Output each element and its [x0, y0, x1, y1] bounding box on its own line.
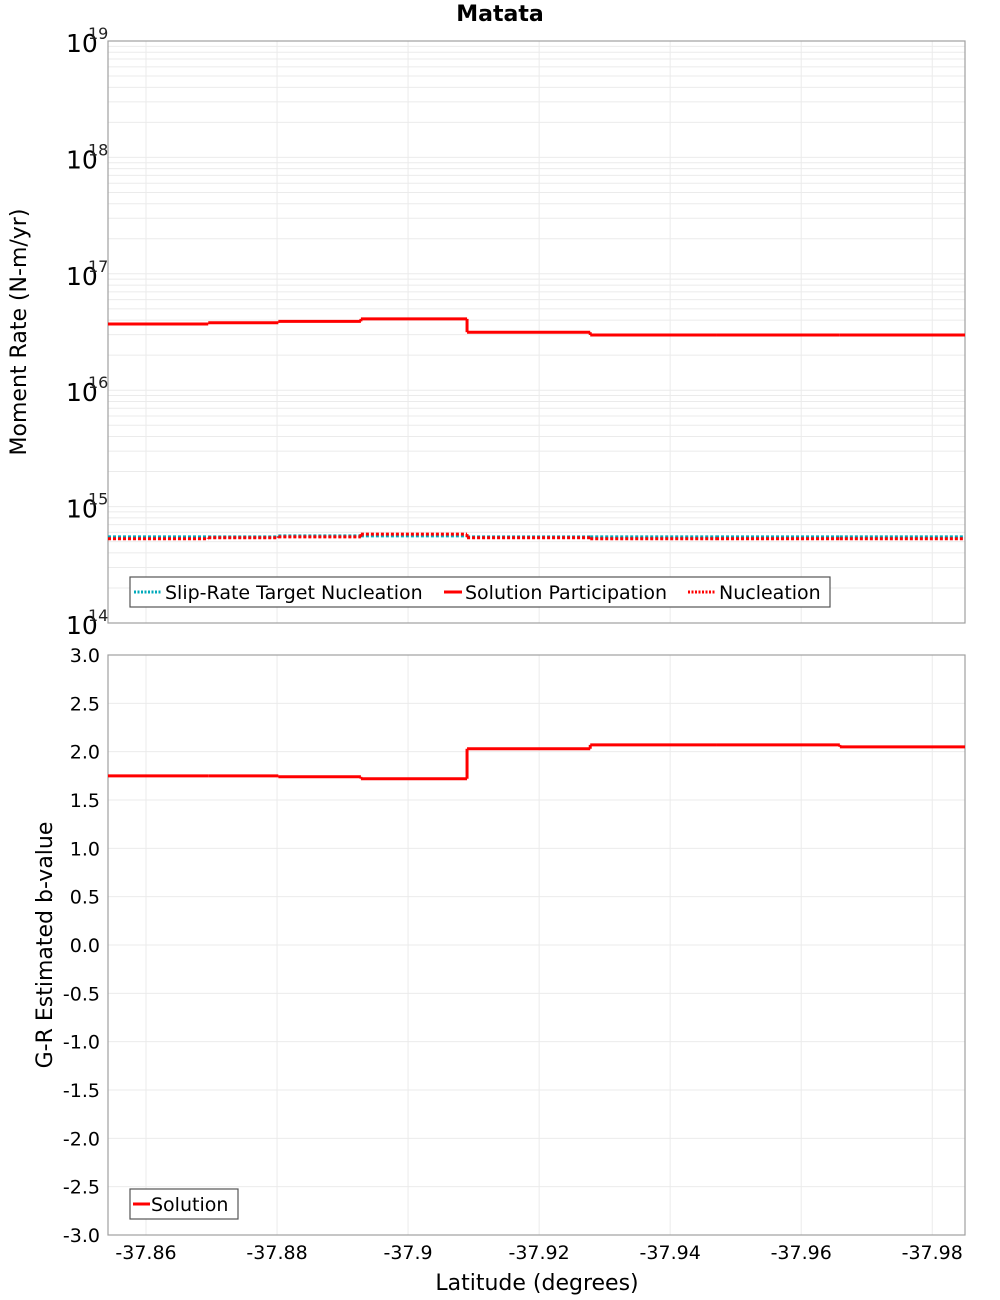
- legend-label: Nucleation: [719, 582, 821, 604]
- b-value-plot: 3.0 2.5 2.0 1.5 1.0 0.5 0.0 -0.5 -1.0 -1.5 -2.0 -2.…: [63, 645, 966, 1264]
- y-axis-label-moment-rate: Moment Rate (N-m/yr): [7, 209, 32, 456]
- y-tick-label: -2.5: [63, 1177, 100, 1199]
- x-tick-label: -37.88: [246, 1242, 307, 1264]
- legend-label: Slip-Rate Target Nucleation: [165, 582, 423, 604]
- y-tick-exponent: 18: [88, 140, 108, 159]
- y-tick-label: -2.0: [63, 1128, 100, 1150]
- y-tick-label: -3.0: [63, 1225, 100, 1247]
- plot-frame: [107, 654, 966, 1236]
- legend: Slip-Rate Target Nucleation Solution Part…: [129, 576, 831, 608]
- x-tick-label: -37.98: [902, 1242, 963, 1264]
- y-tick-exponent: 16: [88, 373, 108, 392]
- y-tick-label: 10: [66, 378, 98, 407]
- y-tick-label: 3.0: [70, 645, 100, 667]
- y-tick-exponent: 15: [88, 490, 108, 509]
- y-tick-exponent: 17: [88, 257, 108, 276]
- y-tick-label: 10: [66, 262, 98, 291]
- y-tick-label: -0.5: [63, 983, 100, 1005]
- legend: Solution: [129, 1188, 239, 1220]
- y-tick-label: 10: [66, 495, 98, 524]
- x-tick-label: -37.9: [383, 1242, 432, 1264]
- y-tick-label: 10: [66, 145, 98, 174]
- legend-label: Solution Participation: [465, 582, 667, 604]
- x-tick-label: -37.92: [508, 1242, 569, 1264]
- x-tick-label: -37.96: [771, 1242, 832, 1264]
- y-tick-label: 10: [66, 611, 98, 640]
- y-tick-label: -1.5: [63, 1080, 100, 1102]
- y-tick-exponent: 14: [88, 606, 108, 625]
- y-tick-label: 10: [66, 29, 98, 58]
- plot-frame: [107, 40, 966, 624]
- y-axis-label-b-value: G-R Estimated b-value: [33, 822, 58, 1069]
- x-axis-label: Latitude (degrees): [435, 1271, 638, 1296]
- chart-title: Matata: [456, 2, 544, 27]
- y-tick-label: 1.0: [70, 838, 100, 860]
- y-tick-label: 2.0: [70, 742, 100, 764]
- x-tick-label: -37.94: [640, 1242, 701, 1264]
- x-tick-label: -37.86: [115, 1242, 176, 1264]
- y-tick-label: 0.5: [70, 887, 100, 909]
- y-tick-label: 1.5: [70, 790, 100, 812]
- y-tick-label: 0.0: [70, 935, 100, 957]
- y-tick-label: -1.0: [63, 1032, 100, 1054]
- y-tick-label: 2.5: [70, 693, 100, 715]
- legend-label: Solution: [151, 1194, 228, 1216]
- y-tick-exponent: 19: [88, 24, 108, 43]
